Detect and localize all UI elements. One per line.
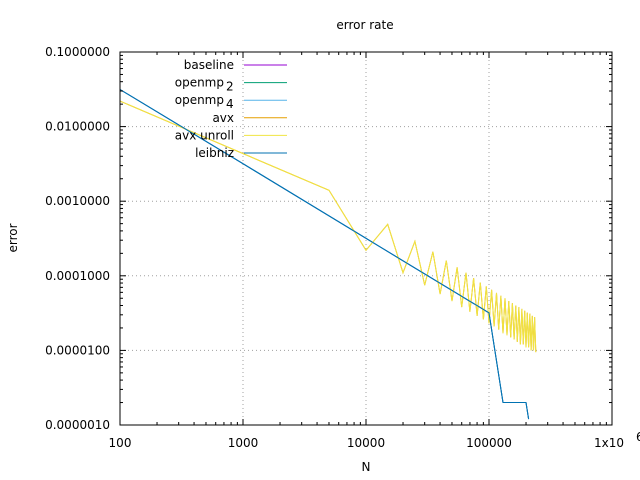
y-tick-labels: 0.1000000 0.0100000 0.0010000 0.0001000 0.00…	[45, 45, 110, 432]
x-tick-label: 100000	[466, 436, 512, 450]
series-line-leibniz	[119, 89, 530, 420]
legend-label-subscript: 2	[226, 80, 234, 94]
y-tick-label: 0.0000100	[45, 343, 110, 357]
y-tick-label: 0.0001000	[45, 269, 110, 283]
y-tick-label: 0.1000000	[45, 45, 110, 59]
y-tick-label: 0.0100000	[45, 120, 110, 134]
series-line-avx-unroll	[119, 100, 537, 353]
x-tick-labels: 100 1000 10000 100000 1x10 6	[109, 430, 640, 450]
x-axis-label: N	[362, 460, 371, 474]
x-tick-label: 1000	[228, 436, 259, 450]
chart-title: error rate	[336, 18, 393, 32]
legend-label: avx unroll	[175, 128, 234, 142]
y-tick-label: 0.0000010	[45, 418, 110, 432]
x-tick-label: 100	[109, 436, 132, 450]
legend-label: baseline	[184, 58, 234, 72]
axis-ticks	[119, 51, 613, 426]
x-tick-label: 10000	[347, 436, 385, 450]
legend-label: openmp	[175, 76, 224, 90]
legend-label: avx	[212, 111, 234, 125]
y-axis-label: error	[6, 223, 20, 252]
x-tick-label-last-exponent: 6	[636, 430, 640, 444]
legend-label-subscript: 4	[226, 97, 234, 111]
legend-label: openmp	[175, 93, 224, 107]
y-tick-label: 0.0010000	[45, 194, 110, 208]
legend-label: leibniz	[195, 146, 234, 160]
series-layer	[119, 89, 537, 420]
x-tick-label-last: 1x10	[594, 436, 624, 450]
